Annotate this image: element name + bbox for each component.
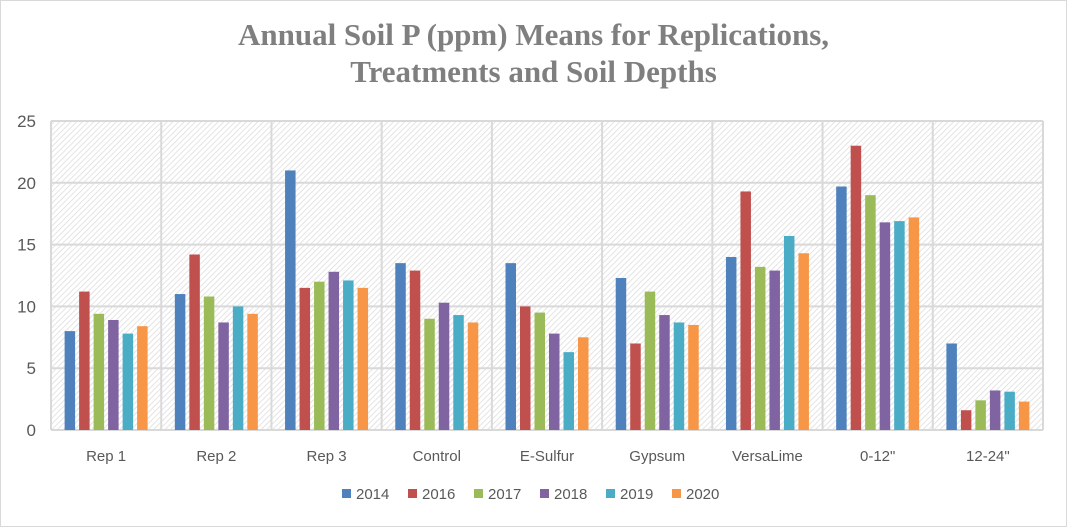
bar-2014-VersaLime <box>725 256 737 430</box>
bar-2019-Gypsum <box>673 322 685 430</box>
bar-2018-Control <box>438 302 450 430</box>
bar-2017-Control <box>424 318 435 430</box>
bar-2016-VersaLime <box>740 191 751 430</box>
bar-2018-VersaLime <box>769 270 780 430</box>
bar-2019-Rep1 <box>122 333 134 430</box>
y-tick-label: 10 <box>17 297 36 316</box>
bar-2017-Gypsum <box>644 291 656 430</box>
x-tick-label: Rep 2 <box>196 448 236 465</box>
bar-2019-Control <box>453 315 464 430</box>
bar-2014-Rep3 <box>285 170 296 430</box>
bar-2016-Control <box>409 270 421 430</box>
bar-2018-Rep1 <box>108 319 119 430</box>
bar-2020-VersaLime <box>798 253 809 430</box>
y-tick-label: 5 <box>27 359 36 378</box>
x-tick-label: E-Sulfur <box>520 448 574 465</box>
x-tick-label: Gypsum <box>629 448 685 465</box>
x-tick-label: Rep 3 <box>307 448 347 465</box>
bar-2019-012 <box>894 221 905 430</box>
chart-title-line-2: Treatments and Soil Depths <box>350 54 717 89</box>
bar-2018-1224 <box>989 390 1001 430</box>
bar-2018-ESulfur <box>549 333 560 430</box>
bar-2017-Rep2 <box>203 296 215 430</box>
bar-2020-ESulfur <box>578 337 589 430</box>
bar-2016-Rep3 <box>299 287 311 430</box>
chart-title: Annual Soil P (ppm) Means for Replicatio… <box>0 16 1067 90</box>
bar-2017-012 <box>865 195 876 430</box>
x-tick-label: 0-12" <box>860 448 895 465</box>
bar-2020-012 <box>908 217 920 430</box>
legend-label-2017: 2017 <box>488 486 521 503</box>
bar-2017-ESulfur <box>534 312 545 430</box>
legend-swatch-2020 <box>672 489 681 498</box>
y-tick-label: 15 <box>17 236 36 255</box>
y-tick-label: 25 <box>17 112 36 131</box>
y-tick-label: 20 <box>17 174 36 193</box>
bar-2020-Rep1 <box>137 326 148 430</box>
bar-2019-Rep3 <box>343 280 354 430</box>
x-tick-label: 12-24" <box>966 448 1010 465</box>
legend-swatch-2018 <box>540 489 549 498</box>
bar-2018-Gypsum <box>659 315 670 430</box>
bar-2018-Rep2 <box>218 322 229 430</box>
bar-2018-Rep3 <box>328 271 340 430</box>
legend-label-2018: 2018 <box>554 486 587 503</box>
legend-swatch-2016 <box>408 489 417 498</box>
legend-swatch-2019 <box>606 489 615 498</box>
bar-2014-1224 <box>946 343 957 430</box>
legend-label-2020: 2020 <box>686 486 719 503</box>
bar-2014-Control <box>395 263 406 430</box>
bar-2016-ESulfur <box>520 306 531 430</box>
legend-label-2019: 2019 <box>620 486 653 503</box>
bar-2020-Control <box>467 322 479 430</box>
bar-2014-012 <box>836 186 847 430</box>
x-tick-label: Rep 1 <box>86 448 126 465</box>
x-tick-label: VersaLime <box>732 448 803 465</box>
bar-2019-Rep2 <box>232 306 244 430</box>
bar-2014-Rep1 <box>64 331 76 430</box>
bar-2016-Gypsum <box>630 343 641 430</box>
plot-area <box>51 121 1043 430</box>
bar-2020-Rep3 <box>357 287 369 430</box>
bar-2014-Rep2 <box>174 294 186 430</box>
bar-2019-1224 <box>1004 391 1015 430</box>
bar-2014-Gypsum <box>615 277 627 430</box>
legend-label-2014: 2014 <box>356 486 389 503</box>
legend-label-2016: 2016 <box>422 486 455 503</box>
bar-2019-VersaLime <box>783 235 795 430</box>
x-tick-label: Control <box>413 448 461 465</box>
bar-2017-Rep3 <box>314 281 325 430</box>
bar-2018-012 <box>879 222 891 430</box>
legend-swatch-2017 <box>474 489 483 498</box>
bar-2014-ESulfur <box>505 263 516 430</box>
bar-2019-ESulfur <box>563 352 574 430</box>
bar-2017-Rep1 <box>93 313 105 430</box>
bar-2016-012 <box>850 145 862 430</box>
bar-2020-Rep2 <box>247 313 258 430</box>
chart-title-line-1: Annual Soil P (ppm) Means for Replicatio… <box>237 17 830 52</box>
y-tick-label: 0 <box>27 421 36 440</box>
bar-2017-1224 <box>975 400 986 430</box>
bar-2017-VersaLime <box>754 266 766 430</box>
bar-2020-1224 <box>1018 401 1030 430</box>
bar-2020-Gypsum <box>688 324 699 430</box>
legend-swatch-2014 <box>342 489 351 498</box>
bar-2016-1224 <box>960 410 972 430</box>
bar-2016-Rep1 <box>79 291 90 430</box>
bar-2016-Rep2 <box>189 254 200 430</box>
